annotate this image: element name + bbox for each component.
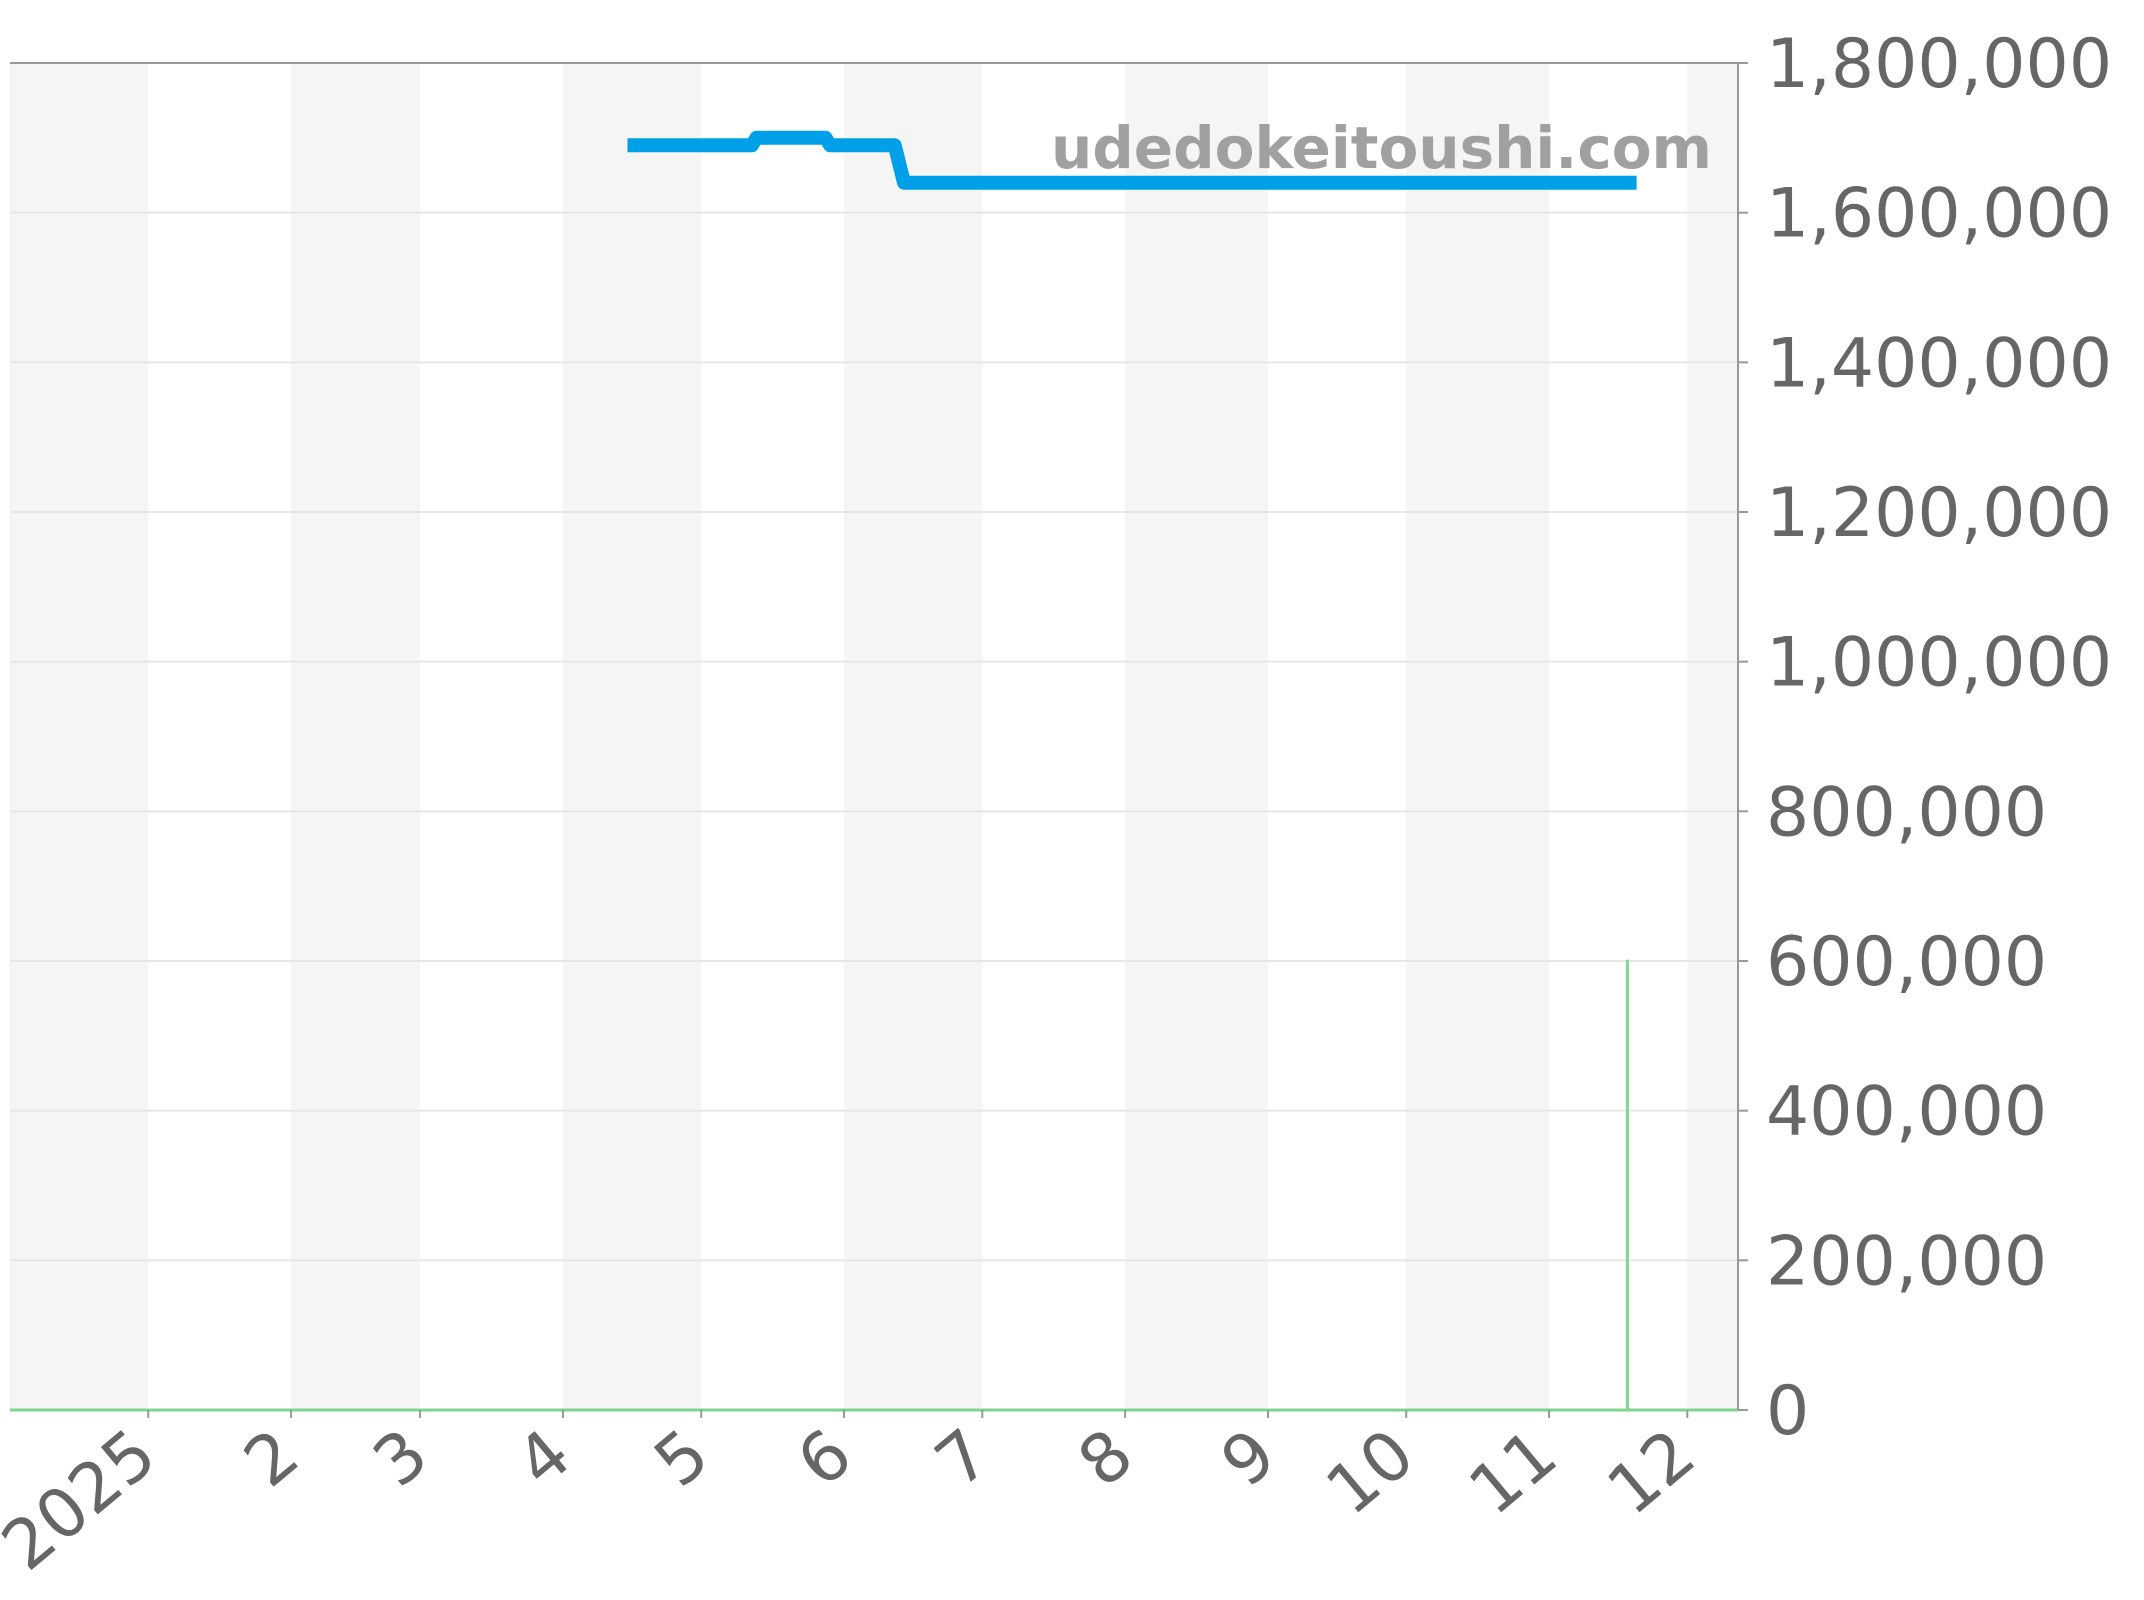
x-tick-label: 3 <box>359 1415 443 1503</box>
y-tick-label: 1,600,000 <box>1766 175 2112 254</box>
month-band <box>1125 63 1268 1410</box>
x-tick-label: 12 <box>1593 1415 1710 1531</box>
y-tick-label: 400,000 <box>1766 1073 2047 1152</box>
x-tick-label: 5 <box>640 1415 724 1503</box>
series-line-1 <box>627 130 1637 190</box>
month-band <box>1687 63 1738 1410</box>
y-tick-label: 1,400,000 <box>1766 324 2112 403</box>
x-tick-label: 2 <box>230 1415 314 1503</box>
month-band <box>1406 63 1550 1410</box>
month-band <box>562 63 702 1410</box>
x-tick-label: 10 <box>1312 1415 1429 1531</box>
month-band <box>10 63 149 1410</box>
x-tick-label: 6 <box>783 1415 867 1503</box>
x-tick-label: 11 <box>1455 1415 1572 1531</box>
y-tick-label: 600,000 <box>1766 923 2047 1002</box>
y-tick-label: 200,000 <box>1766 1222 2047 1301</box>
watermark: udedokeitoushi.com <box>1051 114 1712 182</box>
month-band <box>844 63 983 1410</box>
gridlines <box>10 62 1738 1411</box>
x-tick-label: 4 <box>502 1415 586 1503</box>
y-tick-label: 1,000,000 <box>1766 624 2112 703</box>
axes: 0 200,000 400,000 600,000 800,000 1,000,000 1,… <box>0 25 2112 1586</box>
y-tick-label: 800,000 <box>1766 773 2047 852</box>
series-layer <box>10 130 1738 1412</box>
x-tick-label: 7 <box>921 1415 1005 1503</box>
y-tick-label: 1,800,000 <box>1766 25 2112 104</box>
x-tick-label: 8 <box>1064 1415 1148 1503</box>
y-tick-label: 1,200,000 <box>1766 474 2112 553</box>
x-tick-label: 9 <box>1207 1415 1291 1503</box>
x-tick-label: 2025 <box>0 1415 171 1587</box>
month-bands <box>10 63 1738 1410</box>
month-band <box>291 63 421 1410</box>
y-tick-label: 0 <box>1766 1372 1809 1451</box>
series-line-2 <box>10 959 1738 1412</box>
